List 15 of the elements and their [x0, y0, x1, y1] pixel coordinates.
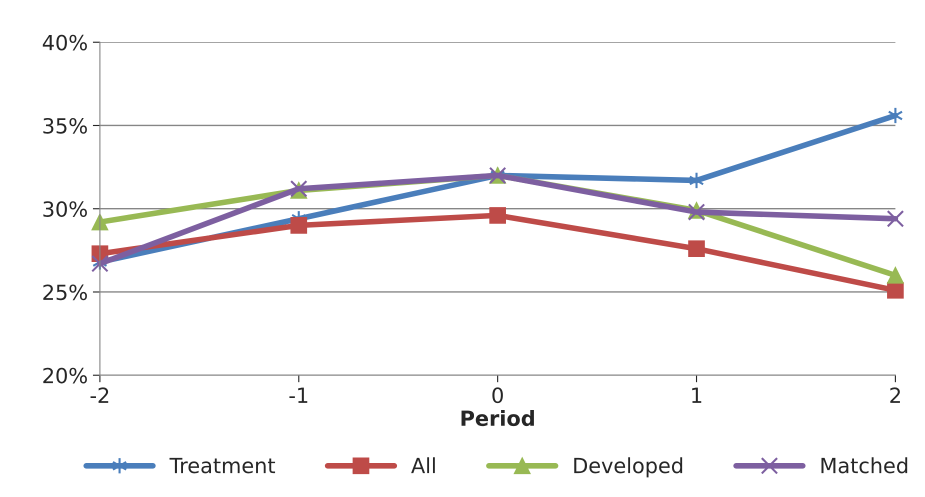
y-tick-label: 35%	[43, 118, 87, 134]
legend-label: All	[411, 457, 435, 474]
legend-label: Matched	[821, 457, 908, 474]
x-tick-label: 1	[692, 388, 702, 403]
y-tick-label: 40%	[42, 34, 87, 50]
y-tick-label: 20%	[43, 368, 87, 384]
x-axis-title: Period	[462, 410, 534, 426]
x-tick-label: 0	[492, 387, 503, 404]
x-tick-label: -1	[289, 388, 308, 403]
x-tick-label: 2	[890, 387, 900, 403]
x-tick-label: -2	[90, 387, 108, 403]
y-tick-label: 30%	[43, 201, 87, 217]
legend-label: Treatment	[170, 458, 276, 474]
y-tick-label: 25%	[43, 284, 87, 300]
legend-label: Developed	[574, 457, 682, 478]
